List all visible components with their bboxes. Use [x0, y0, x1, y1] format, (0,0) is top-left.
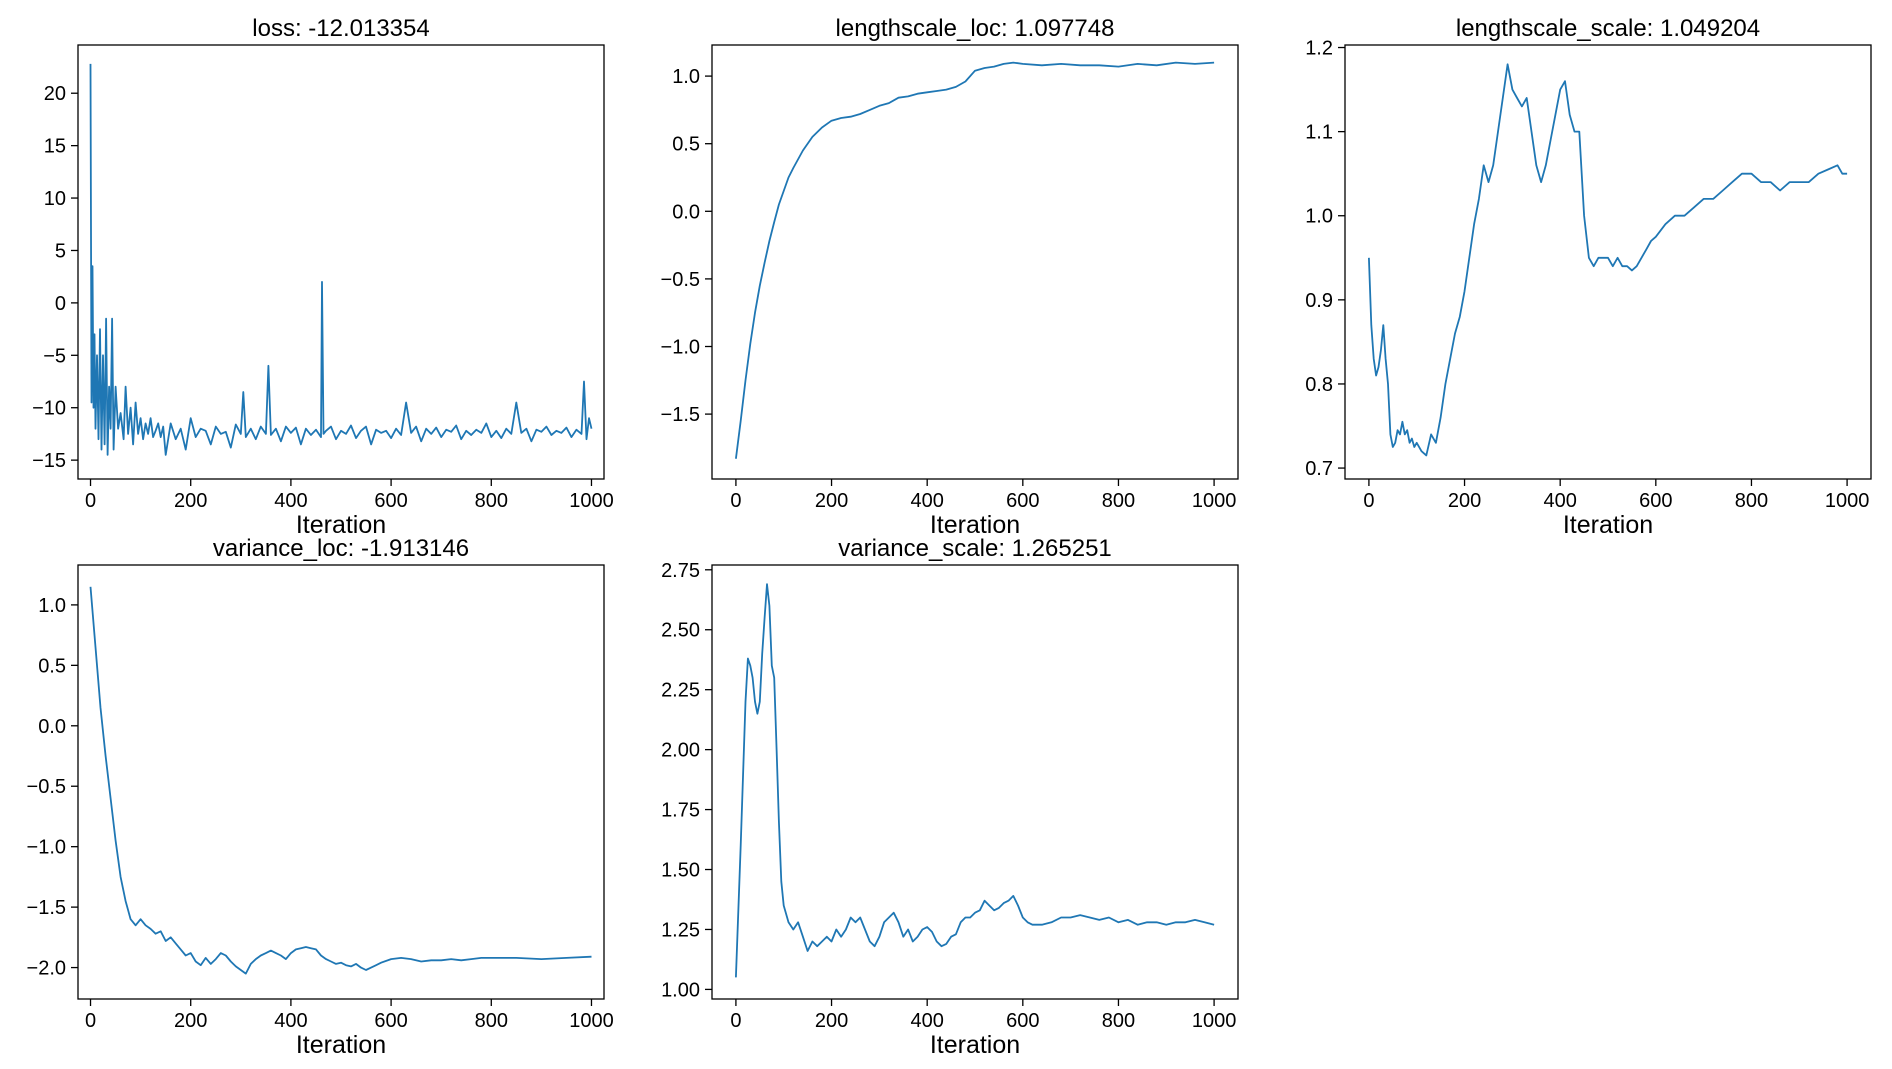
- x-axis-label: Iteration: [296, 511, 386, 539]
- x-tick-label: 400: [274, 490, 307, 512]
- y-tick-label: 10: [44, 188, 66, 210]
- y-tick-label: 2.50: [661, 620, 700, 642]
- x-tick-label: 200: [174, 1010, 207, 1032]
- y-tick-label: 2.00: [661, 740, 700, 762]
- x-tick-label: 800: [1102, 490, 1135, 512]
- axes-frame: [77, 44, 605, 480]
- subplot-title: variance_loc: -1.913146: [213, 535, 469, 562]
- subplot-2: 0 200 400 600 800 1000 0.7 0.8 0.9 1.0 1.1 1.2 lengt…: [1305, 15, 1872, 539]
- x-axis-label: Iteration: [930, 1031, 1020, 1059]
- x-tick-label: 1000: [1825, 490, 1870, 512]
- x-tick-label: 600: [1006, 490, 1039, 512]
- x-tick-label: 600: [374, 490, 407, 512]
- x-axis-label: Iteration: [930, 511, 1020, 539]
- x-tick-label: 600: [374, 1010, 407, 1032]
- x-tick-label: 1000: [569, 1010, 614, 1032]
- y-tick-label: −0.5: [661, 269, 700, 291]
- y-tick-label: 0.0: [672, 201, 700, 223]
- y-tick-label: 0.5: [38, 655, 66, 677]
- y-tick-label: 1.25: [661, 919, 700, 941]
- y-tick-label: −1.0: [661, 337, 700, 359]
- x-tick-label: 0: [730, 490, 741, 512]
- series-line-0: [89, 63, 593, 456]
- x-tick-label: 800: [1102, 1010, 1135, 1032]
- subplot-1: 0 200 400 600 800 1000 −1.5 −1.0 −0.5 0.0 0.5 1.0 le…: [661, 15, 1239, 539]
- y-tick-label: −1.0: [27, 837, 66, 859]
- y-tick-label: 0.7: [1305, 458, 1333, 480]
- axes-frame: [77, 564, 605, 1000]
- y-tick-label: 0.8: [1305, 374, 1333, 396]
- subplot-title: variance_scale: 1.265251: [838, 535, 1112, 562]
- y-tick-label: 1.50: [661, 860, 700, 882]
- y-tick-label: −10: [32, 398, 66, 420]
- x-tick-label: 200: [1448, 490, 1481, 512]
- y-tick-label: 1.0: [672, 66, 700, 88]
- x-tick-label: 1000: [1192, 490, 1237, 512]
- y-tick-label: 0.0: [38, 716, 66, 738]
- y-tick-label: 0.5: [672, 134, 700, 156]
- x-tick-label: 800: [475, 1010, 508, 1032]
- y-tick-label: 1.0: [38, 595, 66, 617]
- x-tick-label: 600: [1006, 1010, 1039, 1032]
- x-tick-label: 200: [815, 490, 848, 512]
- y-tick-label: 1.1: [1305, 122, 1333, 144]
- y-tick-label: −2.0: [27, 958, 66, 980]
- series-line-0: [1368, 63, 1848, 457]
- y-tick-label: 5: [55, 240, 66, 262]
- x-tick-label: 800: [475, 490, 508, 512]
- y-tick-label: 1.0: [1305, 206, 1333, 228]
- axes-frame: [1344, 44, 1872, 480]
- axes-frame: [711, 564, 1239, 1000]
- axes-frame: [711, 44, 1239, 480]
- x-tick-label: 200: [174, 490, 207, 512]
- x-tick-label: 1000: [569, 490, 614, 512]
- x-tick-label: 0: [85, 1010, 96, 1032]
- y-tick-label: −1.5: [661, 404, 700, 426]
- x-tick-label: 400: [1543, 490, 1576, 512]
- subplot-0: 0 200 400 600 800 1000 −15 −10 −5 0 5 10 15 20 loss: -…: [32, 15, 614, 539]
- y-tick-label: −5: [43, 345, 66, 367]
- x-tick-label: 400: [274, 1010, 307, 1032]
- x-tick-label: 0: [1363, 490, 1374, 512]
- y-tick-label: 2.25: [661, 680, 700, 702]
- series-line-0: [89, 586, 592, 975]
- series-line-0: [735, 61, 1215, 459]
- y-tick-label: −0.5: [27, 776, 66, 798]
- y-tick-label: 1.75: [661, 800, 700, 822]
- y-tick-label: 0: [55, 293, 66, 315]
- y-tick-label: 15: [44, 136, 66, 158]
- y-tick-label: 0.9: [1305, 290, 1333, 312]
- y-tick-label: 2.75: [661, 560, 700, 582]
- x-axis-label: Iteration: [1563, 511, 1653, 539]
- subplot-title: loss: -12.013354: [252, 15, 429, 42]
- y-tick-label: 1.2: [1305, 38, 1333, 60]
- series-line-0: [735, 583, 1215, 978]
- subplot-title: lengthscale_scale: 1.049204: [1456, 15, 1760, 42]
- subplot-3: 0 200 400 600 800 1000 −2.0 −1.5 −1.0 −0.5 0.0 0.5 1…: [27, 535, 614, 1059]
- y-tick-label: −1.5: [27, 897, 66, 919]
- x-tick-label: 0: [85, 490, 96, 512]
- x-tick-label: 400: [910, 1010, 943, 1032]
- x-tick-label: 800: [1735, 490, 1768, 512]
- x-tick-label: 1000: [1192, 1010, 1237, 1032]
- subplot-4: 0 200 400 600 800 1000 1.00 1.25 1.50 1.75 2.00 2.2…: [661, 535, 1239, 1059]
- x-axis-label: Iteration: [296, 1031, 386, 1059]
- x-tick-label: 600: [1639, 490, 1672, 512]
- x-tick-label: 0: [730, 1010, 741, 1032]
- subplot-title: lengthscale_loc: 1.097748: [836, 15, 1115, 42]
- y-tick-label: 20: [44, 83, 66, 105]
- x-tick-label: 400: [910, 490, 943, 512]
- y-tick-label: 1.00: [661, 979, 700, 1001]
- y-tick-label: −15: [32, 450, 66, 472]
- x-tick-label: 200: [815, 1010, 848, 1032]
